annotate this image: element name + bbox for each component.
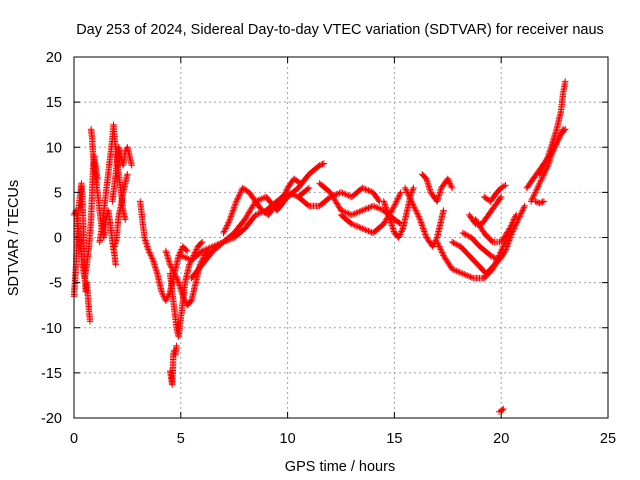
x-tick-label: 0 xyxy=(70,431,78,447)
series-arc-late-2 xyxy=(419,171,456,205)
data-points xyxy=(70,78,569,415)
y-tick-label: -20 xyxy=(41,411,62,427)
chart-title: Day 253 of 2024, Sidereal Day-to-day VTE… xyxy=(76,22,604,38)
marker-cluster xyxy=(109,144,135,205)
marker-cluster xyxy=(419,171,456,205)
series-arc-end-3 xyxy=(527,126,569,205)
y-axis-label: SDTVAR / TECUs xyxy=(6,180,22,296)
y-tick-label: 10 xyxy=(46,140,62,156)
marker-cluster xyxy=(466,193,505,228)
y-tick-labels: -20 -15 -10 -5 0 5 10 15 20 xyxy=(41,50,62,427)
series-arc-isolated xyxy=(495,405,507,415)
series-arc-spike xyxy=(166,342,180,388)
x-axis-label: GPS time / hours xyxy=(285,459,395,475)
marker-cluster xyxy=(480,182,509,205)
marker-cluster xyxy=(536,78,569,178)
marker-cluster xyxy=(459,202,528,264)
series-arc-end-2 xyxy=(536,78,569,178)
axis-ticks xyxy=(73,56,609,419)
x-tick-label: 15 xyxy=(386,431,402,447)
series-arc-late-7 xyxy=(480,182,509,205)
marker-cluster xyxy=(111,171,131,250)
marker-cluster xyxy=(166,342,180,388)
y-tick-label: 15 xyxy=(46,95,62,111)
y-tick-label: -10 xyxy=(41,321,62,337)
y-tick-label: 20 xyxy=(46,50,62,66)
x-tick-label: 20 xyxy=(493,431,509,447)
series-arc-late-8 xyxy=(466,193,505,228)
x-tick-label: 5 xyxy=(177,431,185,447)
marker-cluster xyxy=(527,126,569,205)
marker-cluster xyxy=(532,198,548,207)
y-tick-label: -15 xyxy=(41,366,62,382)
marker-cluster xyxy=(495,405,507,415)
y-tick-label: 0 xyxy=(54,231,62,247)
grid xyxy=(74,57,608,418)
x-tick-label: 10 xyxy=(280,431,296,447)
x-tick-labels: 0 5 10 15 20 25 xyxy=(70,431,616,447)
series-arc-late-5 xyxy=(459,202,528,264)
series-arc-rise-2 xyxy=(188,184,313,282)
series-arc-early-e xyxy=(109,144,135,205)
series-arc-end-4 xyxy=(532,198,548,207)
series-arc-early-f xyxy=(111,171,131,250)
y-tick-label: -5 xyxy=(49,276,62,292)
series-arc-rise-3 xyxy=(220,175,304,237)
x-tick-label: 25 xyxy=(600,431,616,447)
y-tick-label: 5 xyxy=(54,185,62,201)
marker-cluster xyxy=(188,184,313,282)
marker-cluster xyxy=(220,175,304,237)
